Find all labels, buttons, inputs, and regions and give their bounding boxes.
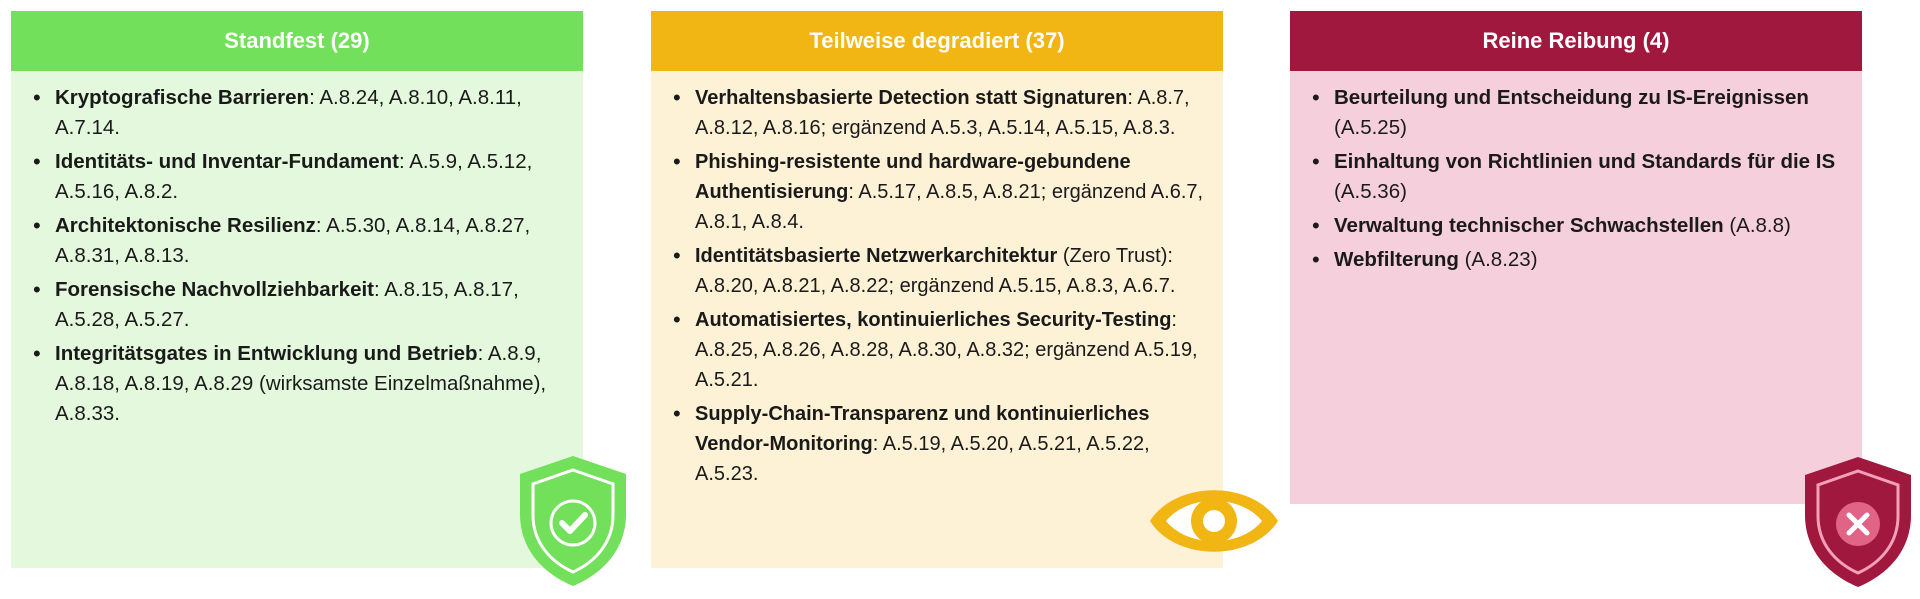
column-body: Verhaltensbasierte Detection statt Signa… [651, 71, 1223, 568]
list-item: Beurteilung und Entscheidung zu IS-Ereig… [1308, 83, 1844, 143]
list-item: Einhaltung von Richtlinien und Standards… [1308, 147, 1844, 207]
list-item: Identitätsbasierte Netzwerkarchitektur (… [669, 241, 1205, 301]
item-list: Verhaltensbasierte Detection statt Signa… [669, 83, 1205, 489]
column-title: Reine Reibung (4) [1482, 28, 1670, 53]
shield-check-icon [512, 452, 634, 595]
list-item: Integritätsgates in Entwicklung und Betr… [29, 339, 565, 429]
column-header: Reine Reibung (4) [1290, 11, 1862, 71]
shield-x-icon [1797, 453, 1919, 596]
list-item: Architektonische Resilienz: A.5.30, A.8.… [29, 211, 565, 271]
column-standfest: Standfest (29) Kryptografische Barrieren… [11, 11, 583, 568]
list-item: Kryptografische Barrieren: A.8.24, A.8.1… [29, 83, 565, 143]
list-item: Identitäts- und Inventar-Fundament: A.5.… [29, 147, 565, 207]
item-list: Beurteilung und Entscheidung zu IS-Ereig… [1308, 83, 1844, 275]
eye-icon [1146, 474, 1282, 573]
list-item: Forensische Nachvollziehbarkeit: A.8.15,… [29, 275, 565, 335]
list-item: Automatisiertes, kontinuierliches Securi… [669, 305, 1205, 395]
column-reine-reibung: Reine Reibung (4) Beurteilung und Entsch… [1290, 11, 1862, 563]
list-item: Supply-Chain-Transparenz und kontinuierl… [669, 399, 1205, 489]
list-item: Webfilterung (A.8.23) [1308, 245, 1844, 275]
item-list: Kryptografische Barrieren: A.8.24, A.8.1… [29, 83, 565, 429]
list-item: Verhaltensbasierte Detection statt Signa… [669, 83, 1205, 143]
column-header: Standfest (29) [11, 11, 583, 71]
list-item: Verwaltung technischer Schwachstellen (A… [1308, 211, 1844, 241]
column-body: Beurteilung und Entscheidung zu IS-Ereig… [1290, 71, 1862, 504]
column-header: Teilweise degradiert (37) [651, 11, 1223, 71]
column-body: Kryptografische Barrieren: A.8.24, A.8.1… [11, 71, 583, 568]
column-teilweise-degradiert: Teilweise degradiert (37) Verhaltensbasi… [651, 11, 1223, 568]
column-title: Teilweise degradiert (37) [809, 28, 1065, 53]
list-item: Phishing-resistente und hardware-gebunde… [669, 147, 1205, 237]
column-title: Standfest (29) [224, 28, 370, 53]
